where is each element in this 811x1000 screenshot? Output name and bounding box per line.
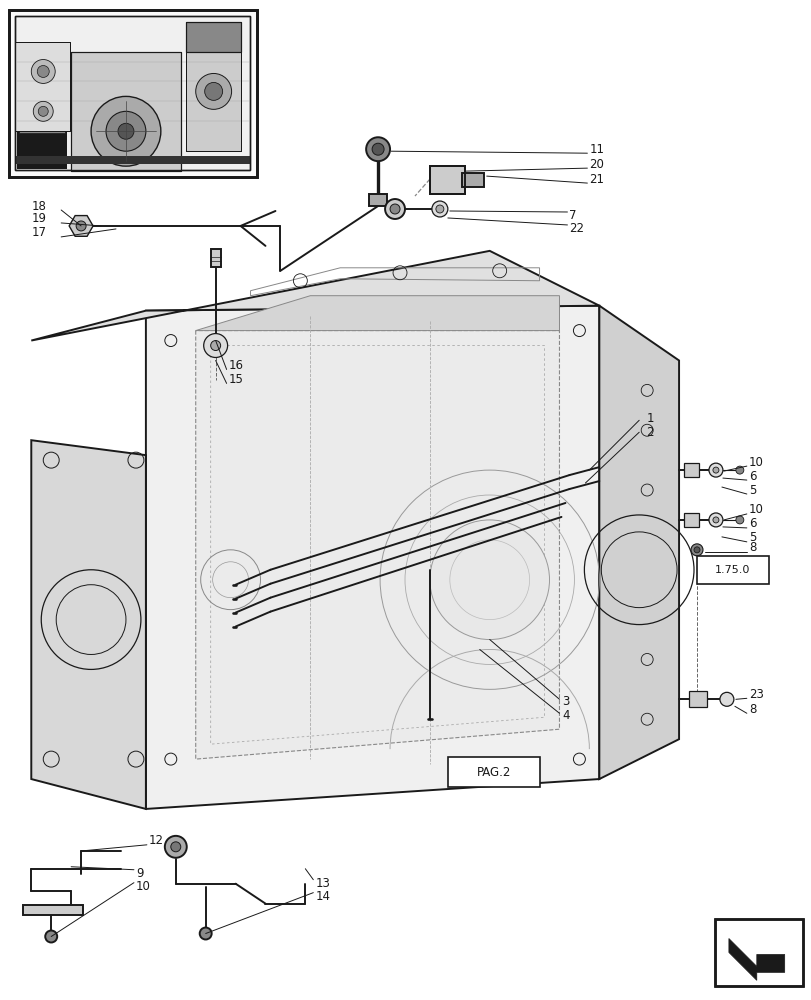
Bar [210, 249, 221, 267]
Bar [714, 919, 801, 986]
Polygon shape [32, 251, 599, 341]
Circle shape [366, 137, 389, 161]
Circle shape [719, 692, 733, 706]
Circle shape [170, 842, 181, 852]
Polygon shape [599, 306, 678, 779]
Text: 21: 21 [589, 173, 603, 186]
Text: PAG.2: PAG.2 [476, 766, 510, 779]
Circle shape [384, 199, 405, 219]
Text: 1: 1 [646, 412, 653, 425]
Bar [683, 513, 698, 527]
Text: 23: 23 [748, 688, 763, 701]
Bar [186, 22, 240, 52]
FancyBboxPatch shape [448, 757, 539, 787]
Bar [15, 42, 70, 131]
Bar [714, 919, 801, 986]
Circle shape [735, 516, 743, 524]
Bar [71, 52, 181, 171]
Text: 13: 13 [315, 877, 330, 890]
Text: 10: 10 [748, 503, 763, 516]
Circle shape [712, 517, 718, 523]
Circle shape [712, 467, 718, 473]
Circle shape [371, 143, 384, 155]
Text: 12: 12 [148, 834, 164, 847]
Bar [683, 463, 698, 477]
Text: 5: 5 [748, 531, 755, 544]
Text: 8: 8 [748, 541, 755, 554]
Text: 3: 3 [562, 695, 569, 708]
Text: 11: 11 [589, 143, 603, 156]
Text: 9: 9 [135, 867, 144, 880]
Circle shape [200, 928, 212, 939]
Polygon shape [32, 440, 146, 809]
Text: 16: 16 [229, 359, 243, 372]
FancyBboxPatch shape [696, 556, 768, 584]
Circle shape [204, 82, 222, 100]
Circle shape [45, 931, 57, 942]
Circle shape [431, 201, 448, 217]
Polygon shape [195, 296, 559, 331]
Bar [71, 52, 181, 171]
Bar [461, 173, 483, 187]
Circle shape [210, 341, 221, 351]
Polygon shape [69, 216, 93, 236]
Circle shape [708, 463, 722, 477]
Bar [186, 52, 240, 151]
Text: 5: 5 [748, 484, 755, 497]
Bar [15, 156, 249, 164]
Circle shape [91, 96, 161, 166]
Bar [429, 166, 464, 194]
Text: 22: 22 [569, 222, 584, 235]
Polygon shape [146, 306, 599, 809]
Circle shape [195, 73, 231, 109]
Circle shape [76, 221, 86, 231]
Text: 7: 7 [569, 209, 577, 222]
Circle shape [690, 544, 702, 556]
Bar [24, 905, 83, 915]
Circle shape [693, 547, 699, 553]
Bar [429, 166, 464, 194]
Circle shape [204, 334, 227, 357]
Circle shape [708, 513, 722, 527]
Circle shape [106, 111, 146, 151]
Text: 10: 10 [748, 456, 763, 469]
Text: 19: 19 [32, 212, 46, 225]
Bar [10, 10, 256, 177]
Polygon shape [195, 331, 559, 759]
Bar [689, 691, 706, 707]
Text: 15: 15 [229, 373, 243, 386]
Bar [186, 22, 240, 52]
Bar [15, 42, 70, 131]
Bar [186, 52, 240, 151]
Bar [15, 16, 249, 170]
Circle shape [436, 205, 444, 213]
Bar [369, 194, 387, 206]
Text: 4: 4 [562, 709, 569, 722]
Circle shape [165, 836, 187, 858]
Text: 1.75.0: 1.75.0 [714, 565, 749, 575]
Text: 6: 6 [748, 517, 755, 530]
Circle shape [118, 123, 134, 139]
Text: 20: 20 [589, 158, 603, 171]
Bar [19, 101, 65, 133]
Circle shape [735, 466, 743, 474]
Text: 8: 8 [748, 703, 755, 716]
Bar [15, 16, 249, 170]
Text: 10: 10 [135, 880, 151, 893]
Text: 6: 6 [748, 470, 755, 483]
Polygon shape [728, 938, 783, 980]
Text: 14: 14 [315, 890, 330, 903]
Bar [17, 131, 67, 169]
Bar [10, 10, 256, 177]
Text: 17: 17 [32, 226, 46, 239]
Circle shape [33, 101, 54, 121]
Circle shape [429, 520, 549, 640]
Text: 2: 2 [646, 426, 653, 439]
Circle shape [389, 204, 400, 214]
Text: 18: 18 [32, 200, 46, 213]
Circle shape [38, 106, 48, 116]
Circle shape [32, 60, 55, 83]
Circle shape [37, 65, 49, 77]
